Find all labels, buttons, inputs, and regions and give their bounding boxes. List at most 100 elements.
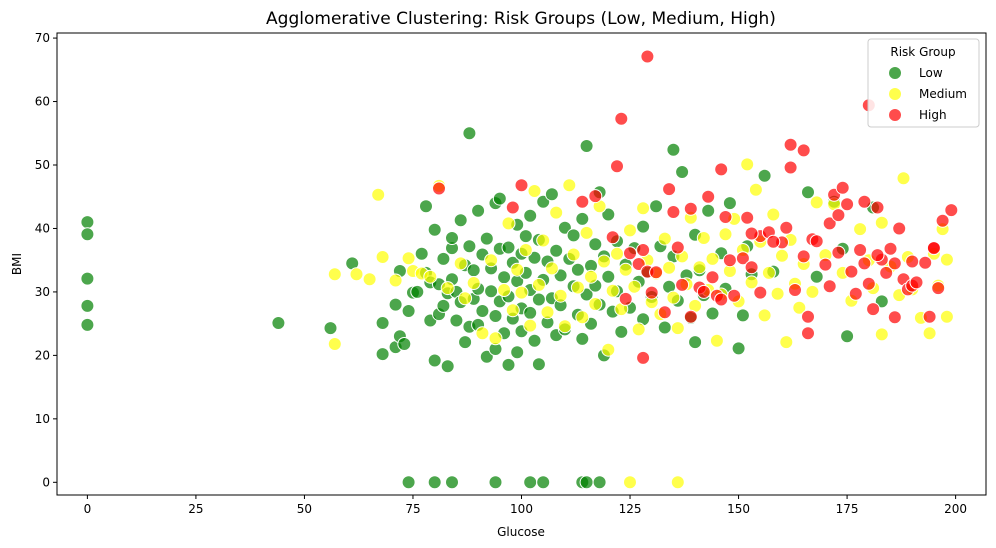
x-tick-label: 175 <box>836 502 859 516</box>
data-point-low <box>462 126 477 141</box>
data-point-high <box>514 178 529 193</box>
data-point-low <box>657 320 672 335</box>
data-point-medium <box>740 157 755 172</box>
data-point-medium <box>475 326 490 341</box>
data-point-low <box>701 203 716 218</box>
data-point-medium <box>388 273 403 288</box>
data-point-medium <box>510 262 525 277</box>
x-tick-label: 75 <box>405 502 420 516</box>
data-point-high <box>822 216 837 231</box>
data-point-medium <box>453 256 468 271</box>
data-point-low <box>510 345 525 360</box>
data-point-low <box>471 203 486 218</box>
data-point-medium <box>853 222 868 237</box>
data-point-high <box>683 201 698 216</box>
data-point-high <box>796 143 811 158</box>
y-tick-label: 20 <box>35 348 50 362</box>
data-point-low <box>479 349 494 364</box>
data-point-low <box>757 168 772 183</box>
data-point-high <box>809 234 824 249</box>
data-point-medium <box>597 254 611 269</box>
data-point-high <box>614 111 629 126</box>
data-point-medium <box>497 283 512 297</box>
data-point-low <box>488 475 503 490</box>
data-point-high <box>666 205 681 219</box>
data-point-medium <box>896 171 911 186</box>
data-point-medium <box>440 281 455 296</box>
data-point-low <box>675 165 690 179</box>
data-point-high <box>909 275 924 290</box>
data-point-high <box>857 194 872 209</box>
data-point-low <box>614 324 629 339</box>
data-point-medium <box>709 333 724 348</box>
y-tick-label: 50 <box>35 158 50 172</box>
data-point-medium <box>610 246 624 261</box>
data-point-medium <box>531 277 546 292</box>
data-point-high <box>801 326 815 341</box>
data-point-medium <box>575 310 590 325</box>
data-point-high <box>740 210 755 225</box>
chart-title: Agglomerative Clustering: Risk Groups (L… <box>266 9 776 29</box>
data-point-low <box>497 270 512 285</box>
data-point-high <box>918 255 933 270</box>
data-point-high <box>610 159 624 174</box>
x-axis-label: Glucose <box>497 525 545 539</box>
data-point-low <box>375 316 390 330</box>
data-point-high <box>922 309 937 324</box>
data-point-high <box>618 291 633 306</box>
x-tick-label: 25 <box>188 502 203 516</box>
data-point-high <box>623 246 637 261</box>
data-point-high <box>735 251 750 266</box>
data-point-low <box>80 298 95 313</box>
data-point-high <box>857 256 872 271</box>
data-point-medium <box>527 184 542 198</box>
data-point-low <box>488 309 503 323</box>
data-point-low <box>410 284 425 299</box>
data-point-medium <box>627 279 642 294</box>
data-point-high <box>640 49 655 64</box>
data-point-medium <box>423 269 438 284</box>
data-point-medium <box>670 321 685 336</box>
data-point-medium <box>553 288 568 303</box>
data-point-medium <box>579 225 594 240</box>
data-point-high <box>783 137 798 152</box>
data-point-medium <box>584 269 598 284</box>
data-point-medium <box>623 475 637 490</box>
data-point-medium <box>696 231 711 245</box>
data-point-low <box>601 269 616 284</box>
data-point-low <box>479 231 494 246</box>
data-point-high <box>926 241 941 256</box>
data-point-medium <box>557 319 572 334</box>
y-tick-label: 10 <box>35 412 50 426</box>
data-point-high <box>818 257 833 272</box>
data-point-medium <box>670 475 685 490</box>
y-tick-label: 40 <box>35 221 50 235</box>
data-point-medium <box>458 291 473 306</box>
data-point-low <box>492 191 507 206</box>
data-point-low <box>688 335 703 350</box>
data-point-low <box>666 142 681 157</box>
data-point-medium <box>775 248 789 263</box>
data-point-medium <box>792 300 807 315</box>
data-point-medium <box>692 260 707 275</box>
y-tick-label: 0 <box>42 475 50 489</box>
data-point-medium <box>618 262 633 277</box>
data-point-medium <box>371 187 386 202</box>
y-tick-label: 70 <box>35 31 50 45</box>
data-point-high <box>844 264 859 279</box>
data-point-medium <box>761 265 776 280</box>
data-point-high <box>783 160 798 175</box>
data-point-medium <box>770 286 785 301</box>
data-point-low <box>401 475 416 490</box>
data-point-medium <box>518 243 533 257</box>
data-point-medium <box>779 335 794 350</box>
data-point-low <box>501 357 516 372</box>
data-point-low <box>536 475 551 490</box>
data-point-low <box>375 347 390 362</box>
data-point-medium <box>805 284 820 299</box>
data-point-high <box>714 292 729 307</box>
data-point-high <box>505 200 520 215</box>
data-point-high <box>432 181 446 196</box>
legend-label-low: Low <box>919 66 943 80</box>
data-point-high <box>853 243 868 257</box>
